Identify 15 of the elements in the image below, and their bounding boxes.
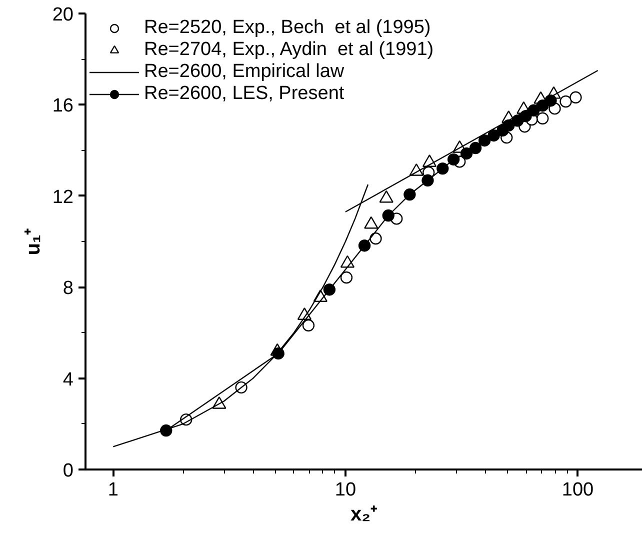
y-tick-label: 20 [52,4,74,26]
legend-label: Re=2520, Exp., Bech et al (1995) [144,17,431,39]
x-tick-label: 10 [334,480,356,500]
legend-label: Re=2600, LES, Present [144,83,344,105]
x-tick-label: 100 [562,480,594,500]
y-tick-label: 12 [52,186,74,208]
x-axis-title: x₂⁺ [350,504,378,526]
y-tick-label: 0 [62,460,74,482]
legend-label: Re=2600, Empirical law [144,61,344,83]
legend-label: Re=2704, Exp., Aydin et al (1991) [144,39,434,61]
y-tick-label: 8 [62,278,74,300]
y-tick-label: 16 [52,96,74,117]
y-axis-title: u₁⁺ [22,228,44,256]
x-tick-label: 1 [108,480,118,500]
y-tick-label: 4 [62,369,74,390]
